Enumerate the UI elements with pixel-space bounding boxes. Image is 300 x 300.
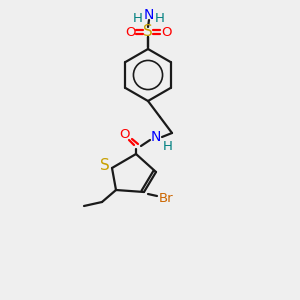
Text: H: H [163, 140, 173, 152]
Text: H: H [155, 13, 165, 26]
Text: S: S [100, 158, 110, 173]
Text: N: N [151, 130, 161, 144]
Text: O: O [125, 26, 135, 38]
Text: Br: Br [159, 191, 173, 205]
Text: O: O [119, 128, 129, 142]
Text: H: H [133, 13, 143, 26]
Text: S: S [143, 25, 153, 40]
Text: O: O [161, 26, 171, 38]
Text: N: N [144, 8, 154, 22]
